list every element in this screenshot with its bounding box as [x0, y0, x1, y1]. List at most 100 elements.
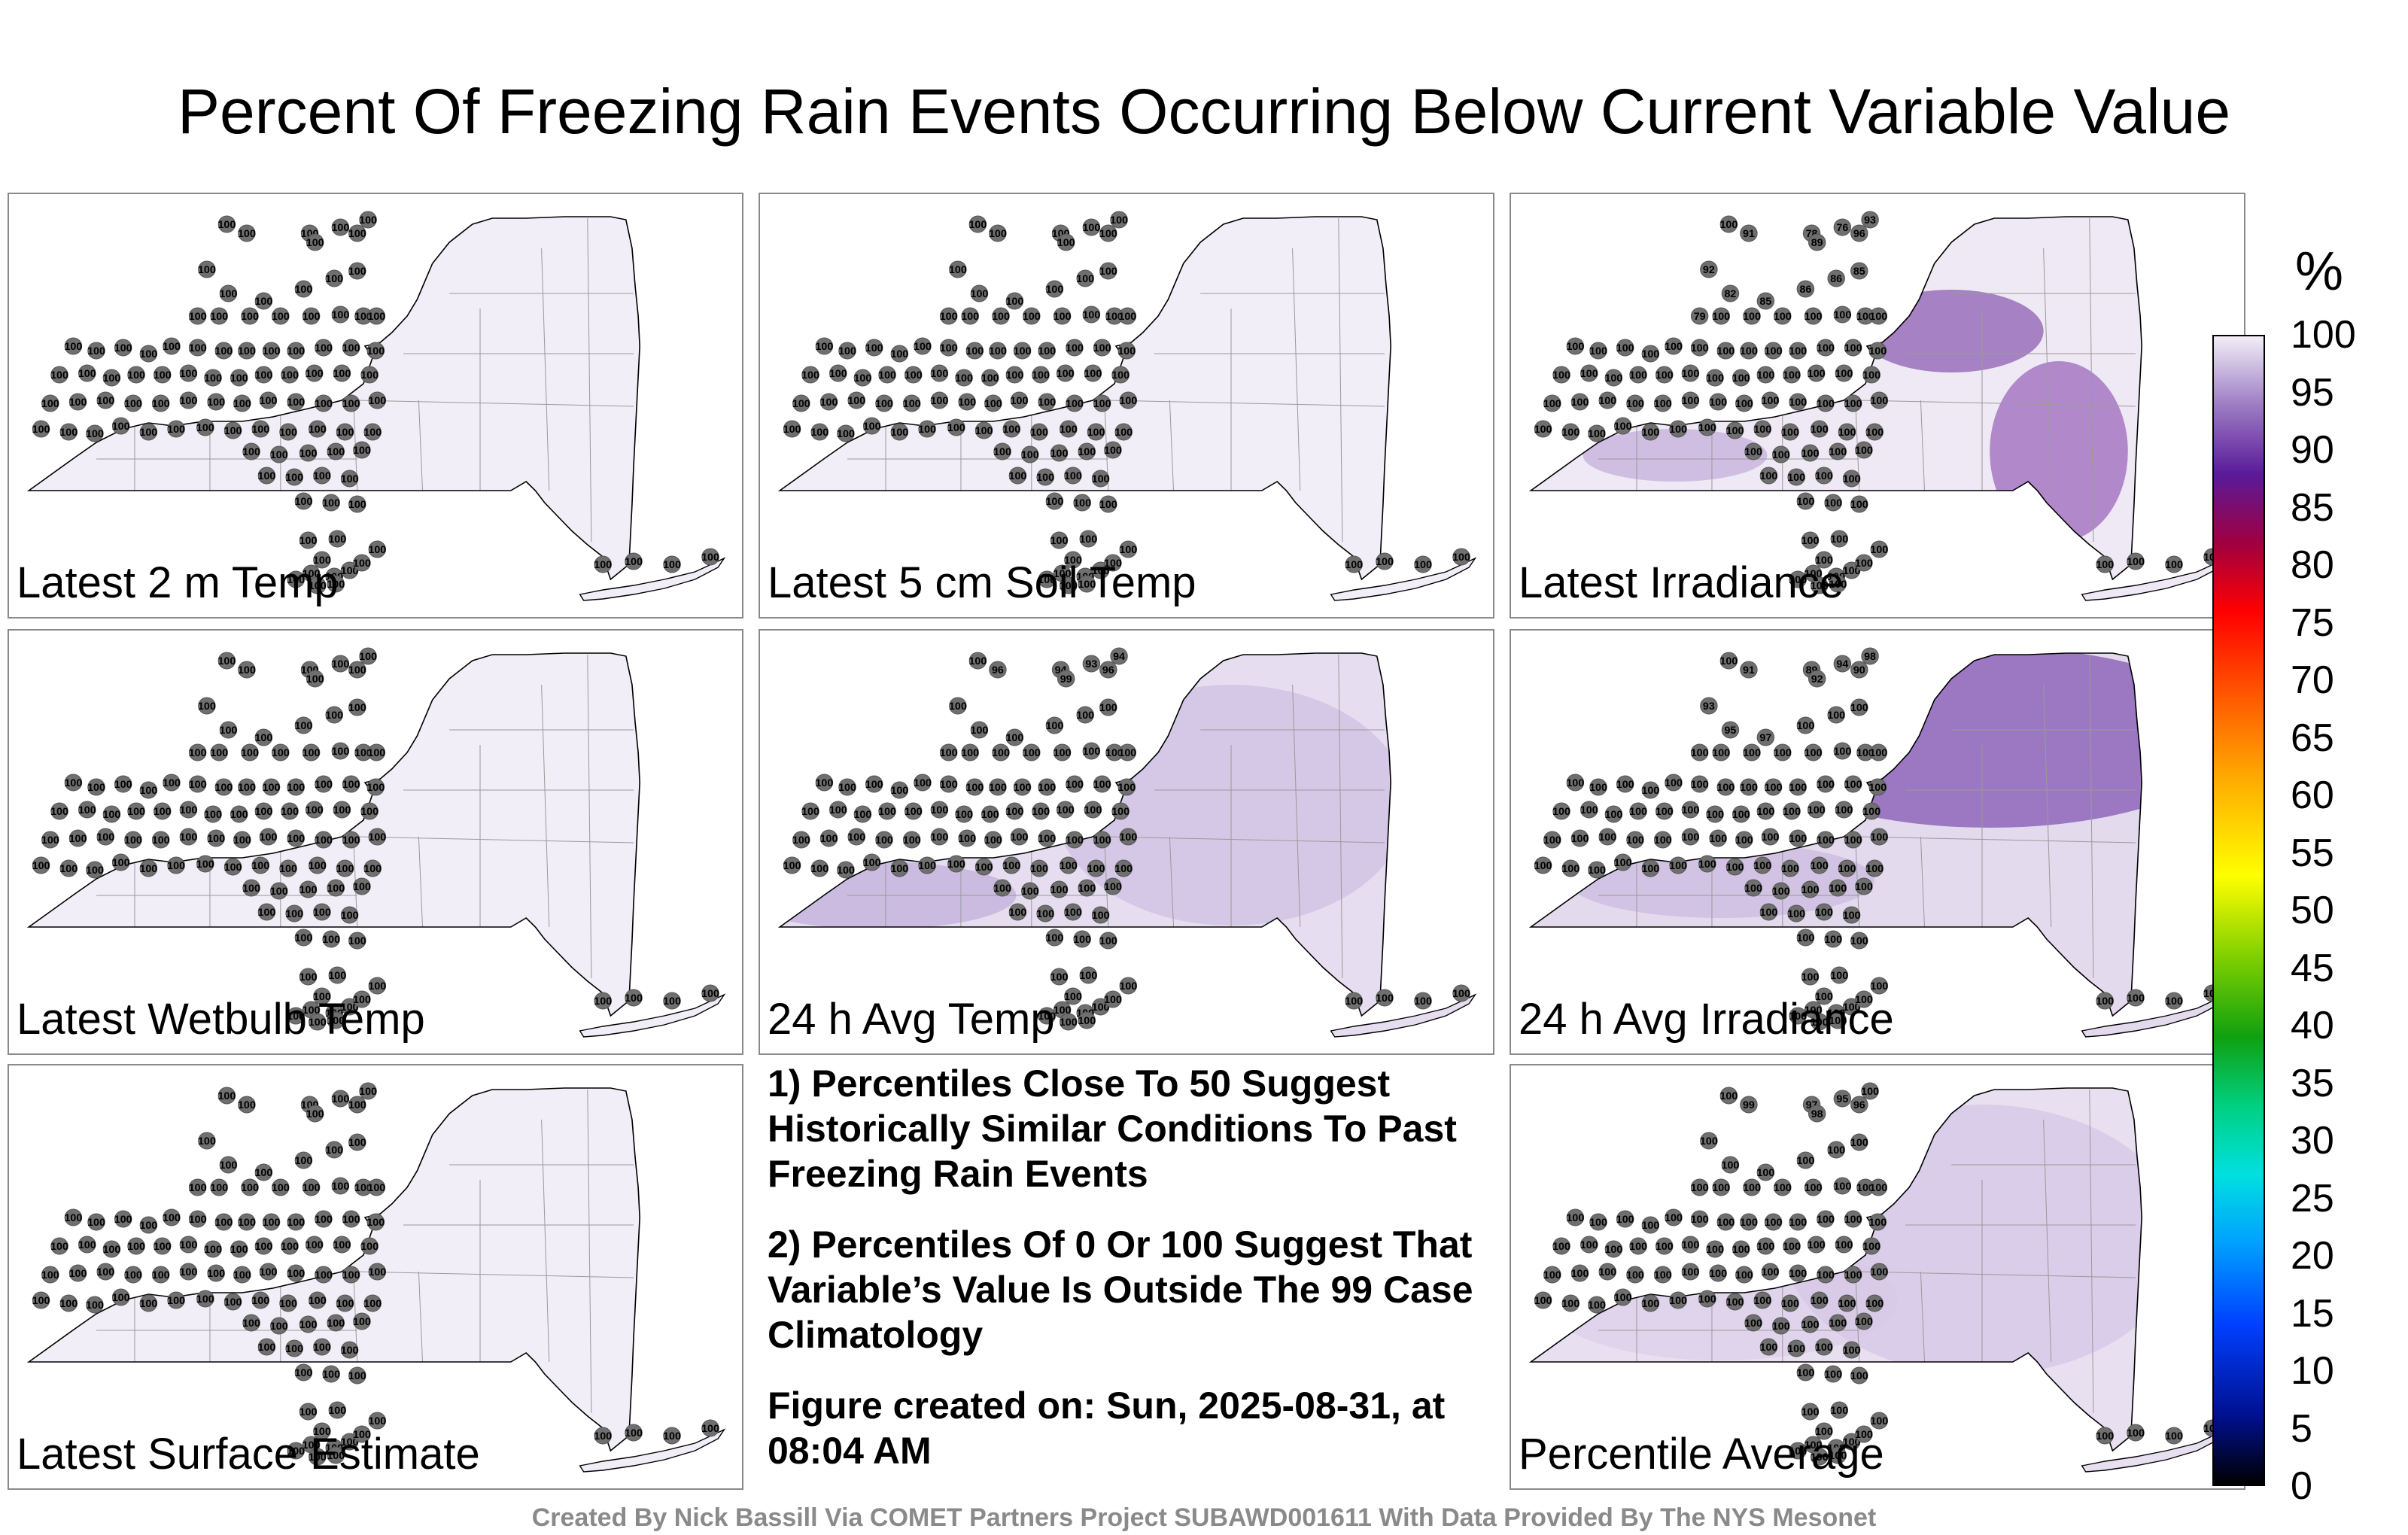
- station-marker: 100: [1005, 728, 1023, 746]
- station-value: 100: [865, 778, 883, 790]
- station-value: 100: [1774, 310, 1792, 322]
- station-value: 100: [87, 781, 105, 793]
- station-value: 100: [625, 555, 643, 567]
- station-marker: 100: [1765, 1213, 1783, 1231]
- station-marker: 100: [1681, 391, 1699, 409]
- station-value: 100: [875, 397, 893, 409]
- station-value: 100: [1772, 885, 1790, 897]
- station-marker: 100: [1756, 366, 1774, 384]
- station-value: 90: [1853, 664, 1865, 676]
- station-value: 100: [1815, 1425, 1833, 1437]
- station-marker: 100: [1817, 775, 1835, 793]
- station-marker: 100: [1345, 992, 1363, 1010]
- station-marker: 100: [1414, 992, 1432, 1010]
- station-value: 100: [1762, 831, 1780, 843]
- ny-state-shape: [29, 1088, 640, 1451]
- station-value: 100: [1865, 1297, 1884, 1309]
- station-value: 100: [254, 731, 272, 743]
- station-value: 100: [306, 804, 324, 816]
- station-marker: 100: [353, 1312, 371, 1330]
- station-marker: 100: [1060, 576, 1078, 594]
- station-marker: 100: [1543, 1266, 1561, 1284]
- station-marker: 100: [299, 1315, 318, 1333]
- station-marker: 100: [1726, 858, 1744, 876]
- station-value: 100: [348, 1136, 366, 1148]
- county-line: [1108, 836, 1385, 843]
- station-marker: 100: [1719, 215, 1738, 233]
- station-value: 100: [1706, 1243, 1724, 1255]
- station-value: 98: [1864, 650, 1876, 662]
- station-value: 100: [1698, 1293, 1716, 1305]
- station-marker: 100: [167, 1291, 185, 1309]
- station-value: 100: [1824, 1368, 1842, 1380]
- station-value: 100: [1580, 804, 1598, 816]
- station-marker: 100: [984, 394, 1002, 412]
- station-value: 100: [1604, 808, 1622, 820]
- station-marker: 100: [801, 366, 819, 384]
- station-value: 100: [1719, 1090, 1738, 1102]
- station-marker: 100: [154, 366, 172, 384]
- station-value: 100: [1691, 1181, 1709, 1193]
- station-marker: 100: [930, 828, 948, 846]
- station-marker: 100: [1855, 990, 1873, 1008]
- station-marker: 100: [1712, 1178, 1730, 1196]
- station-value: 100: [1038, 1010, 1056, 1022]
- station-marker: 100: [342, 775, 360, 793]
- station-value: 100: [1038, 345, 1056, 357]
- station-marker: 100: [701, 548, 719, 566]
- station-value: 100: [594, 995, 612, 1007]
- station-value: 100: [327, 1449, 345, 1461]
- station-marker: 100: [1078, 1011, 1096, 1029]
- station-marker: 100: [306, 364, 324, 382]
- station-value: 100: [1641, 1219, 1659, 1231]
- station-value: 95: [1836, 1093, 1848, 1105]
- station-value: 100: [287, 1010, 305, 1022]
- station-marker: 100: [1641, 423, 1659, 441]
- station-value: 100: [1850, 1136, 1868, 1148]
- station-marker: 100: [2127, 552, 2145, 570]
- station-marker: 100: [1735, 1266, 1753, 1284]
- station-marker: 100: [1079, 530, 1097, 548]
- colorbar-tick-label: 80: [2291, 543, 2334, 587]
- station-value: 100: [1665, 1211, 1683, 1223]
- station-value: 100: [847, 394, 865, 406]
- station-marker: 100: [1796, 929, 1814, 947]
- station-marker: 100: [328, 966, 346, 984]
- station-marker: 100: [1706, 1240, 1724, 1258]
- station-marker: 100: [353, 990, 371, 1008]
- station-marker: 100: [701, 1419, 719, 1437]
- station-value: 100: [1709, 832, 1727, 844]
- station-value: 100: [368, 1266, 386, 1278]
- station-marker: 100: [2096, 555, 2114, 573]
- station-marker: 100: [1552, 802, 1570, 820]
- station-marker: 100: [309, 856, 327, 874]
- station-marker: 93: [1700, 697, 1718, 715]
- station-marker: 100: [179, 391, 197, 409]
- station-marker: 100: [353, 877, 371, 895]
- station-value: 100: [69, 832, 87, 844]
- percentile-shade-zone: [1859, 290, 2044, 372]
- station-value: 100: [315, 397, 333, 409]
- station-marker: 100: [1099, 262, 1117, 280]
- station-value: 100: [1855, 1315, 1873, 1327]
- station-marker: 100: [41, 394, 59, 412]
- station-value: 100: [368, 831, 386, 843]
- station-value: 100: [303, 310, 321, 322]
- station-marker: 100: [1681, 828, 1699, 846]
- station-marker: 100: [1833, 1177, 1851, 1195]
- station-marker: 100: [1700, 1132, 1718, 1150]
- station-marker: 100: [299, 531, 318, 549]
- station-marker: 97: [1802, 1096, 1821, 1114]
- station-value: 100: [272, 310, 290, 322]
- station-value: 100: [214, 1216, 233, 1228]
- station-value: 100: [863, 856, 881, 868]
- station-value: 100: [179, 831, 197, 843]
- station-marker: 100: [829, 801, 847, 819]
- station-marker: 100: [1815, 987, 1833, 1005]
- station-marker: 100: [294, 280, 312, 298]
- station-value: 100: [1787, 471, 1805, 483]
- station-marker: 100: [87, 342, 105, 360]
- station-value: 100: [287, 832, 305, 844]
- station-marker: 100: [1641, 859, 1659, 877]
- station-marker: 100: [327, 1314, 345, 1332]
